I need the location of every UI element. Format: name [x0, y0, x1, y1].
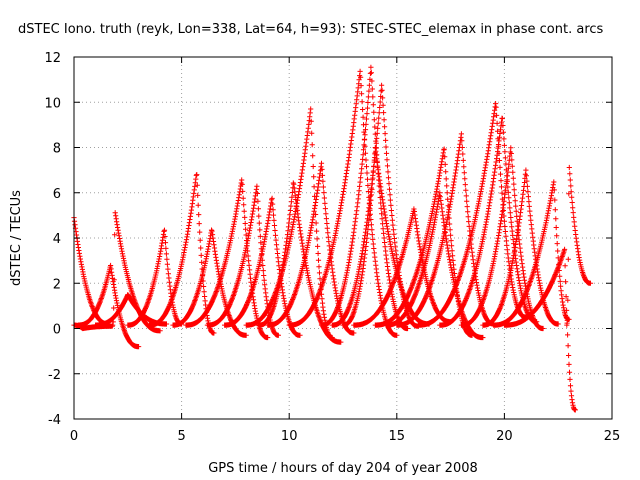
- y-tick-label: 10: [44, 96, 61, 111]
- x-tick-label: 5: [177, 429, 185, 444]
- arc-series-27: [501, 246, 578, 413]
- arc-series-5: [125, 227, 185, 328]
- x-tick-label: 25: [604, 429, 621, 444]
- arc-series-24: [458, 145, 546, 332]
- x-tick-label: 0: [70, 429, 78, 444]
- tick-layer: 0 5 10 15 20 25 -4 -2 0 2 4 6 8 10 12: [44, 51, 620, 444]
- y-tick-label: 6: [53, 187, 61, 202]
- y-tick-label: -2: [48, 368, 61, 383]
- arc-series-9: [204, 183, 281, 338]
- x-tick-label: 20: [496, 429, 513, 444]
- arc-series-10: [222, 195, 303, 338]
- arc-series-22: [415, 101, 529, 328]
- data-marks: [71, 64, 594, 413]
- x-tick-label: 15: [389, 429, 406, 444]
- y-tick-label: 4: [53, 232, 61, 247]
- arc-series-6: [146, 172, 217, 336]
- x-axis-label: GPS time / hours of day 204 of year 2008: [208, 461, 478, 476]
- y-axis-label: dSTEC / TECUs: [9, 190, 24, 286]
- arc-series-0: [71, 215, 111, 327]
- arc-series-21: [394, 131, 497, 328]
- arc-series-26: [491, 179, 572, 328]
- y-tick-label: -4: [48, 413, 61, 428]
- arc-series-14: [286, 68, 400, 338]
- arc-series-2: [75, 262, 142, 350]
- x-tick-label: 10: [281, 429, 298, 444]
- arc-series-28: [564, 164, 594, 328]
- y-tick-label: 0: [53, 323, 61, 338]
- grid-layer: [74, 57, 612, 419]
- arc-series-7: [170, 227, 249, 338]
- y-tick-label: 8: [53, 142, 61, 157]
- y-tick-label: 2: [53, 277, 61, 292]
- arc-series-25: [480, 167, 561, 328]
- y-tick-label: 12: [44, 51, 61, 66]
- chart-title: dSTEC Iono. truth (reyk, Lon=338, Lat=64…: [18, 22, 604, 37]
